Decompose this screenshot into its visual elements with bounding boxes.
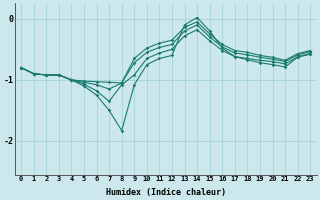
- X-axis label: Humidex (Indice chaleur): Humidex (Indice chaleur): [106, 188, 226, 197]
